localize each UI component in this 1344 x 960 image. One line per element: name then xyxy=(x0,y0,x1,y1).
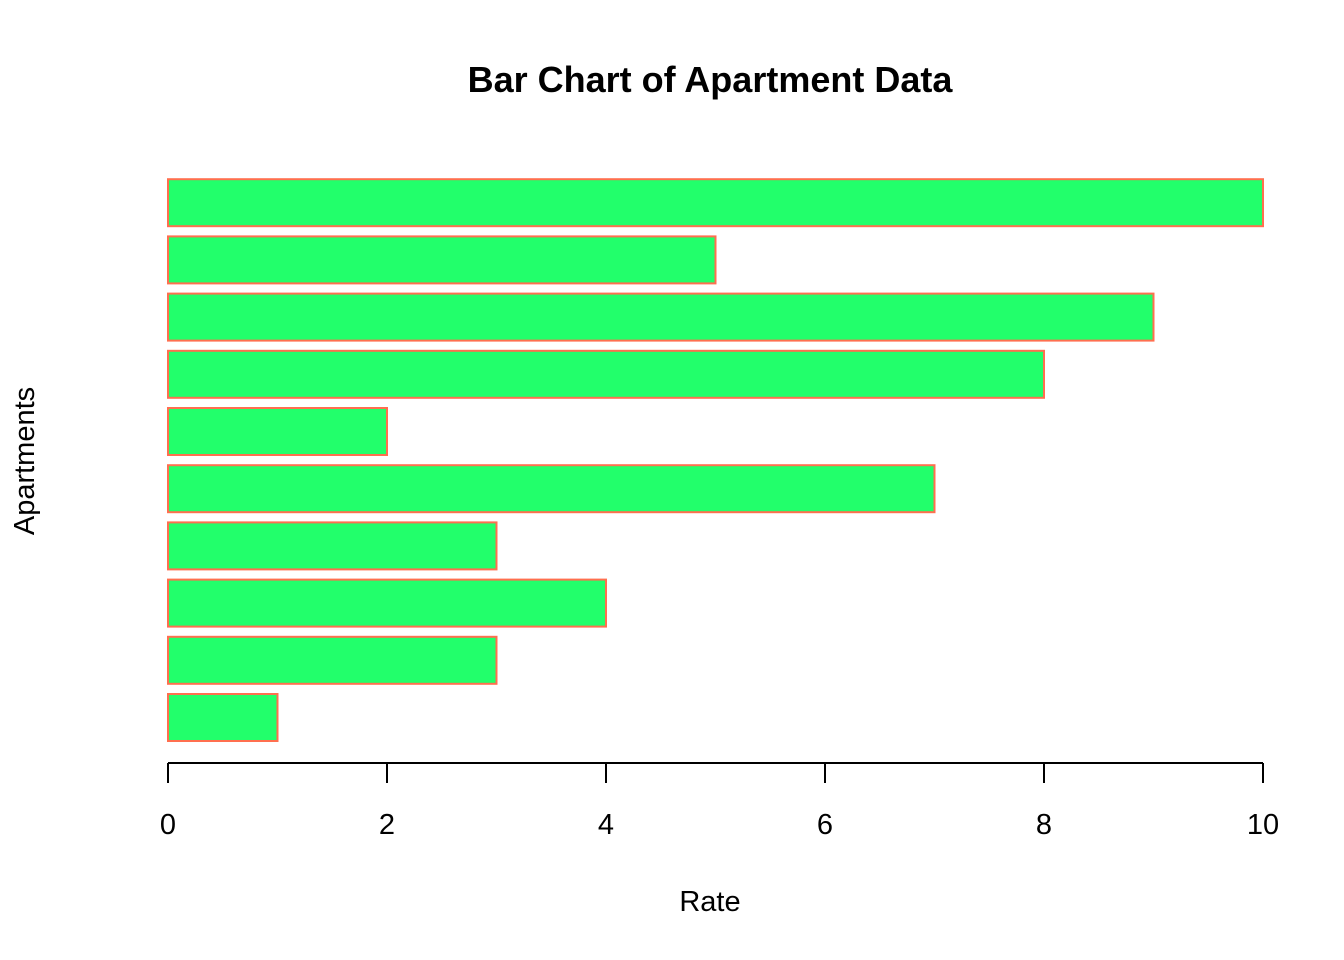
x-tick-label: 8 xyxy=(1036,809,1052,841)
chart-title: Bar Chart of Apartment Data xyxy=(468,59,954,100)
x-tick-label: 2 xyxy=(379,809,395,841)
bar-7 xyxy=(167,349,1045,399)
x-tick-label: 4 xyxy=(598,809,614,841)
x-tick-label: 0 xyxy=(160,809,176,841)
bar-2 xyxy=(167,635,498,685)
bar-8 xyxy=(167,292,1155,342)
bar-9 xyxy=(167,235,717,285)
x-tick-label: 6 xyxy=(817,809,833,841)
bar-6 xyxy=(167,407,388,456)
bar-1 xyxy=(167,693,279,742)
y-axis-label: Apartments xyxy=(9,387,41,535)
x-axis-label: Rate xyxy=(679,886,740,918)
x-ticks: 0 2 4 6 8 10 xyxy=(160,763,1279,841)
bar-10 xyxy=(167,178,1264,228)
bar-3 xyxy=(167,578,607,628)
bar-4 xyxy=(167,521,498,571)
x-axis: 0 2 4 6 8 10 xyxy=(160,762,1279,841)
bar-5 xyxy=(167,464,936,514)
x-tick-label: 10 xyxy=(1247,809,1279,841)
bars-group xyxy=(167,178,1264,742)
